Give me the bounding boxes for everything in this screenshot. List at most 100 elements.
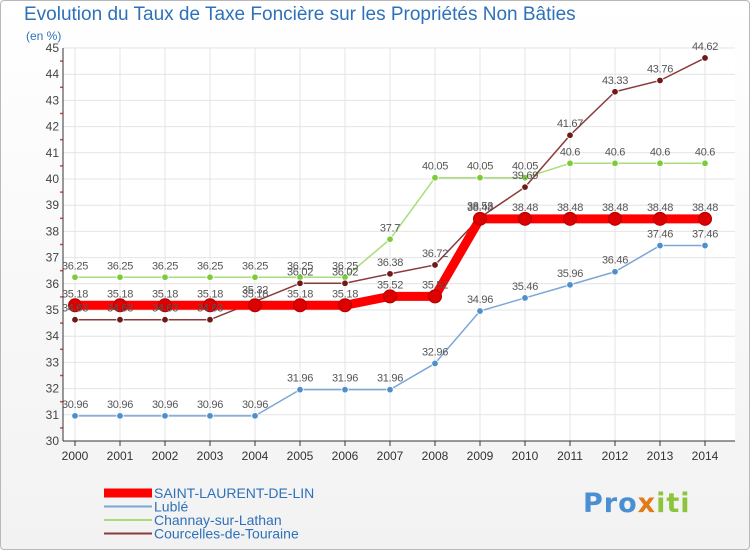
data-label-3: 34.63 [62, 303, 88, 315]
data-label-2: 36.25 [197, 260, 223, 272]
series-point-3 [386, 270, 394, 278]
grid-layer [63, 47, 735, 442]
series-point-1 [611, 268, 619, 276]
y-tick-label: 43 [46, 93, 60, 107]
data-label-1: 30.96 [152, 399, 178, 411]
series-point-3 [116, 315, 124, 324]
series-point-1 [521, 294, 529, 302]
series-point-2 [251, 273, 259, 281]
y-tick-label: 45 [46, 41, 60, 55]
series-point-2 [71, 273, 79, 281]
y-tick-label: 35 [46, 303, 60, 317]
data-label-3: 34.63 [197, 303, 223, 315]
series-point-1 [386, 385, 394, 394]
series-point-3 [296, 279, 304, 287]
data-label-0: 35.52 [377, 279, 403, 291]
x-tick-label: 2000 [62, 449, 89, 463]
data-label-3: 44.62 [692, 41, 718, 53]
series-point-2 [611, 159, 619, 167]
data-label-2: 40.05 [422, 161, 448, 173]
x-tick-label: 2005 [287, 449, 314, 463]
series-point-0 [428, 289, 442, 304]
x-tick-label: 2012 [602, 449, 629, 463]
series-point-0 [563, 211, 577, 226]
axis-layer: 30 31 32 33 34 35 36 37 38 39 40 41 42 43 44 45 2000 2001… [46, 41, 735, 463]
series-point-0 [473, 211, 487, 226]
series-point-0 [698, 211, 712, 226]
data-label-1: 31.96 [332, 373, 358, 385]
data-label-0: 35.52 [422, 279, 448, 291]
y-tick-label: 33 [46, 355, 60, 369]
series-point-1 [431, 359, 439, 368]
data-label-1: 32.96 [422, 346, 448, 358]
chart-title: Evolution du Taux de Taxe Foncière sur l… [24, 4, 576, 25]
legend-label-1: Lublé [154, 499, 188, 515]
x-tick-label: 2007 [377, 449, 404, 463]
series-point-2 [656, 159, 664, 167]
chart-subtitle: (en %) [26, 29, 62, 43]
data-label-1: 30.96 [62, 399, 88, 411]
legend-label-0: SAINT-LAURENT-DE-LIN [154, 485, 314, 501]
series-point-3 [161, 315, 169, 324]
y-tick-label: 38 [46, 224, 60, 238]
data-label-1: 30.96 [197, 399, 223, 411]
series-point-2 [521, 173, 529, 182]
y-tick-label: 40 [46, 172, 60, 186]
series-point-2 [431, 173, 439, 182]
series-point-1 [566, 281, 574, 289]
series-point-2 [161, 273, 169, 281]
series-point-3 [521, 183, 529, 191]
plot-area [63, 48, 735, 441]
y-tick-label: 41 [46, 146, 60, 160]
legend-layer: SAINT-LAURENT-DE-LINLubléChannay-sur-Lat… [104, 485, 314, 542]
data-label-3: 43.33 [602, 75, 628, 87]
data-label-0: 38.48 [692, 202, 718, 214]
series-point-1 [341, 385, 349, 394]
data-label-3: 36.02 [332, 266, 358, 278]
data-label-3: 36.38 [377, 257, 403, 269]
series-point-3 [611, 88, 619, 96]
series-point-0 [203, 298, 217, 313]
y-tick-label: 32 [46, 382, 60, 396]
series-point-1 [251, 412, 259, 420]
y-tick-label: 30 [46, 434, 60, 448]
series-point-2 [386, 235, 394, 243]
x-tick-label: 2013 [647, 449, 674, 463]
data-label-2: 36.25 [152, 260, 178, 272]
data-label-2: 36.25 [62, 260, 88, 272]
series-point-1 [296, 385, 304, 394]
data-label-1: 36.46 [602, 255, 628, 267]
series-point-3 [341, 279, 349, 287]
series-point-3 [431, 261, 439, 269]
series-point-1 [206, 412, 214, 420]
series-point-3 [206, 315, 214, 324]
data-label-1: 34.96 [467, 294, 493, 306]
y-tick-label: 42 [46, 120, 60, 134]
series-point-0 [518, 211, 532, 226]
data-label-3: 41.67 [557, 118, 583, 130]
y-tick-label: 34 [46, 329, 60, 343]
series-point-0 [158, 298, 172, 313]
y-tick-label: 36 [46, 277, 60, 291]
data-label-2: 37.7 [380, 222, 400, 234]
data-label-2: 36.25 [287, 260, 313, 272]
series-point-3 [701, 54, 709, 62]
x-tick-label: 2014 [692, 449, 719, 463]
data-label-3: 38.53 [467, 201, 493, 213]
data-label-2: 40.6 [650, 146, 670, 158]
data-label-2: 36.25 [242, 260, 268, 272]
legend-label-2: Channay-sur-Lathan [154, 512, 282, 528]
series-point-2 [476, 173, 484, 182]
x-tick-label: 2011 [557, 449, 583, 463]
data-label-0: 35.18 [287, 288, 313, 300]
data-label-2: 36.25 [332, 260, 358, 272]
proxiti-logo: Proxiti [583, 488, 691, 519]
series-point-1 [116, 412, 124, 420]
y-tick-label: 37 [46, 251, 60, 265]
x-tick-label: 2003 [197, 449, 224, 463]
series-point-0 [293, 298, 307, 313]
x-tick-label: 2008 [422, 449, 449, 463]
data-label-2: 40.6 [605, 146, 625, 158]
data-label-1: 30.96 [242, 399, 268, 411]
